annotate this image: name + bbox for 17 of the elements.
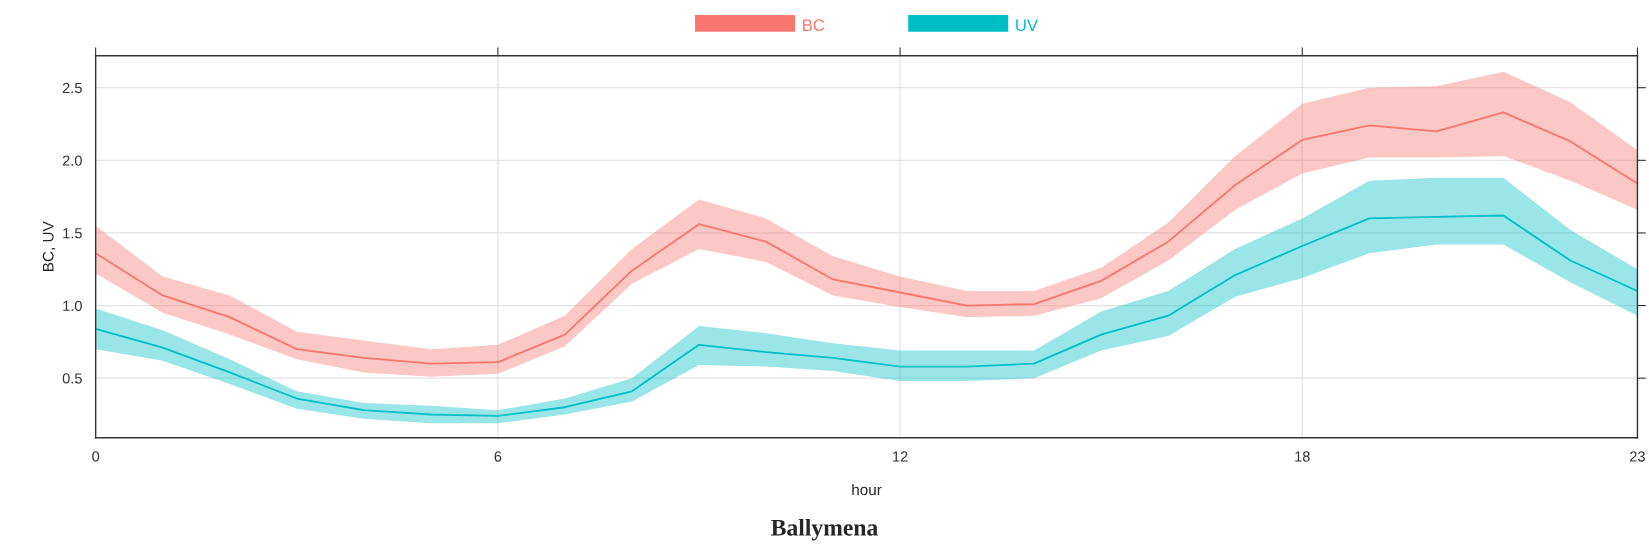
x-tick-label: 0 — [92, 451, 100, 462]
x-tick-label: 12 — [893, 451, 908, 462]
y-axis-title: BC, UV — [42, 221, 56, 271]
y-tick-label: 0.5 — [62, 373, 82, 384]
x-tick-label: 18 — [1295, 451, 1310, 462]
y-tick-label: 2.0 — [62, 155, 82, 166]
x-axis-title: hour — [852, 483, 882, 496]
x-tick-label: 23 — [1630, 451, 1645, 462]
text: UV — [1016, 19, 1038, 32]
y-tick-label: 1.5 — [63, 228, 82, 239]
y-tick-label: 1.0 — [63, 300, 82, 311]
x-tick-label: 6 — [494, 451, 502, 462]
text: Ballymena — [771, 519, 878, 541]
line-series — [95, 214, 1638, 417]
line-series — [95, 111, 1638, 365]
y-tick-label: 2.5 — [62, 82, 82, 94]
text: BC — [803, 19, 825, 32]
